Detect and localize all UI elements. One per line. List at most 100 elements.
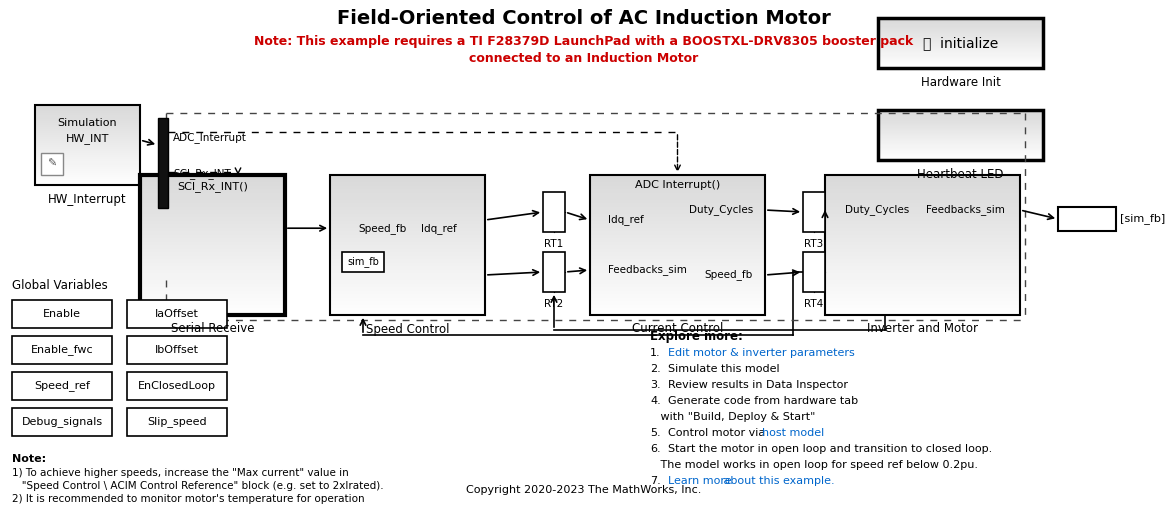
Bar xyxy=(590,178,765,182)
Bar xyxy=(878,110,1043,160)
Bar xyxy=(878,114,1043,115)
Bar xyxy=(878,35,1043,37)
Bar xyxy=(590,291,765,294)
Text: SCI_Rx_INT(): SCI_Rx_INT() xyxy=(178,182,248,193)
Bar xyxy=(878,141,1043,142)
Bar xyxy=(35,167,140,169)
Bar xyxy=(35,109,140,111)
Bar xyxy=(878,60,1043,62)
Bar xyxy=(878,53,1043,54)
Bar xyxy=(590,221,765,224)
Bar xyxy=(590,241,765,245)
Bar xyxy=(825,210,1020,213)
Bar xyxy=(825,256,1020,259)
Bar xyxy=(590,196,765,199)
Bar xyxy=(331,273,485,276)
Bar xyxy=(35,149,140,151)
Bar xyxy=(331,259,485,263)
Text: Duty_Cycles: Duty_Cycles xyxy=(844,204,909,215)
Bar xyxy=(35,147,140,149)
Bar xyxy=(331,305,485,308)
Bar xyxy=(878,142,1043,144)
Bar xyxy=(331,231,485,235)
Bar xyxy=(825,203,1020,206)
Bar xyxy=(35,161,140,163)
Bar xyxy=(878,57,1043,58)
Bar xyxy=(590,259,765,263)
Bar xyxy=(35,127,140,129)
Bar xyxy=(35,137,140,139)
Bar xyxy=(590,280,765,283)
Text: Note:: Note: xyxy=(12,454,46,464)
Text: ADC_Interrupt: ADC_Interrupt xyxy=(173,132,246,143)
Bar xyxy=(878,135,1043,136)
Bar xyxy=(878,34,1043,35)
Bar xyxy=(878,25,1043,27)
Text: IaOffset: IaOffset xyxy=(155,309,199,319)
Text: Global Variables: Global Variables xyxy=(12,279,107,292)
Bar xyxy=(35,117,140,119)
Bar xyxy=(331,210,485,213)
Bar xyxy=(590,283,765,287)
Text: with "Build, Deploy & Start": with "Build, Deploy & Start" xyxy=(651,412,815,422)
Bar xyxy=(140,248,285,252)
Bar xyxy=(878,47,1043,48)
Bar xyxy=(35,153,140,155)
Bar xyxy=(35,163,140,165)
Bar xyxy=(331,241,485,245)
Bar xyxy=(825,193,1020,196)
Bar xyxy=(825,186,1020,189)
Bar xyxy=(140,298,285,301)
Bar xyxy=(331,206,485,210)
Bar xyxy=(331,224,485,228)
Bar xyxy=(825,273,1020,276)
Bar xyxy=(878,154,1043,155)
Bar xyxy=(140,280,285,283)
Text: Review results in Data Inspector: Review results in Data Inspector xyxy=(668,380,848,390)
Bar xyxy=(878,125,1043,126)
Bar xyxy=(140,228,285,231)
Bar xyxy=(878,30,1043,32)
Bar xyxy=(590,273,765,276)
Bar xyxy=(331,301,485,305)
Bar xyxy=(825,235,1020,238)
Bar xyxy=(1058,207,1115,231)
Bar xyxy=(878,153,1043,154)
Bar xyxy=(590,294,765,298)
Text: Edit motor & inverter parameters: Edit motor & inverter parameters xyxy=(668,348,855,358)
Bar xyxy=(543,252,565,292)
Text: Field-Oriented Control of AC Induction Motor: Field-Oriented Control of AC Induction M… xyxy=(338,9,830,27)
Bar xyxy=(590,305,765,308)
Bar xyxy=(331,256,485,259)
Text: Start the motor in open loop and transition to closed loop.: Start the motor in open loop and transit… xyxy=(668,444,993,454)
Text: ⏻  initialize: ⏻ initialize xyxy=(923,36,999,50)
Bar xyxy=(12,372,112,400)
Text: Feedbacks_sim: Feedbacks_sim xyxy=(926,204,1004,215)
Bar xyxy=(878,63,1043,64)
Bar xyxy=(878,38,1043,39)
Bar xyxy=(878,155,1043,156)
Bar xyxy=(825,308,1020,311)
Bar xyxy=(140,308,285,311)
Bar xyxy=(590,182,765,186)
Bar xyxy=(878,116,1043,118)
Bar xyxy=(878,120,1043,121)
Bar xyxy=(140,203,285,206)
Bar xyxy=(878,41,1043,42)
Text: Idq_ref: Idq_ref xyxy=(422,223,457,234)
Bar xyxy=(331,311,485,315)
Bar xyxy=(331,298,485,301)
Bar xyxy=(878,118,1043,119)
Text: 5.: 5. xyxy=(651,428,661,438)
Bar xyxy=(590,175,765,315)
Text: Speed_fb: Speed_fb xyxy=(704,270,753,280)
Bar xyxy=(825,241,1020,245)
Bar xyxy=(140,224,285,228)
Bar xyxy=(331,178,485,182)
Bar xyxy=(878,24,1043,25)
Bar xyxy=(590,213,765,217)
Bar xyxy=(127,336,227,364)
Text: Idq_ref: Idq_ref xyxy=(609,214,644,226)
Bar xyxy=(35,183,140,185)
Bar xyxy=(825,213,1020,217)
